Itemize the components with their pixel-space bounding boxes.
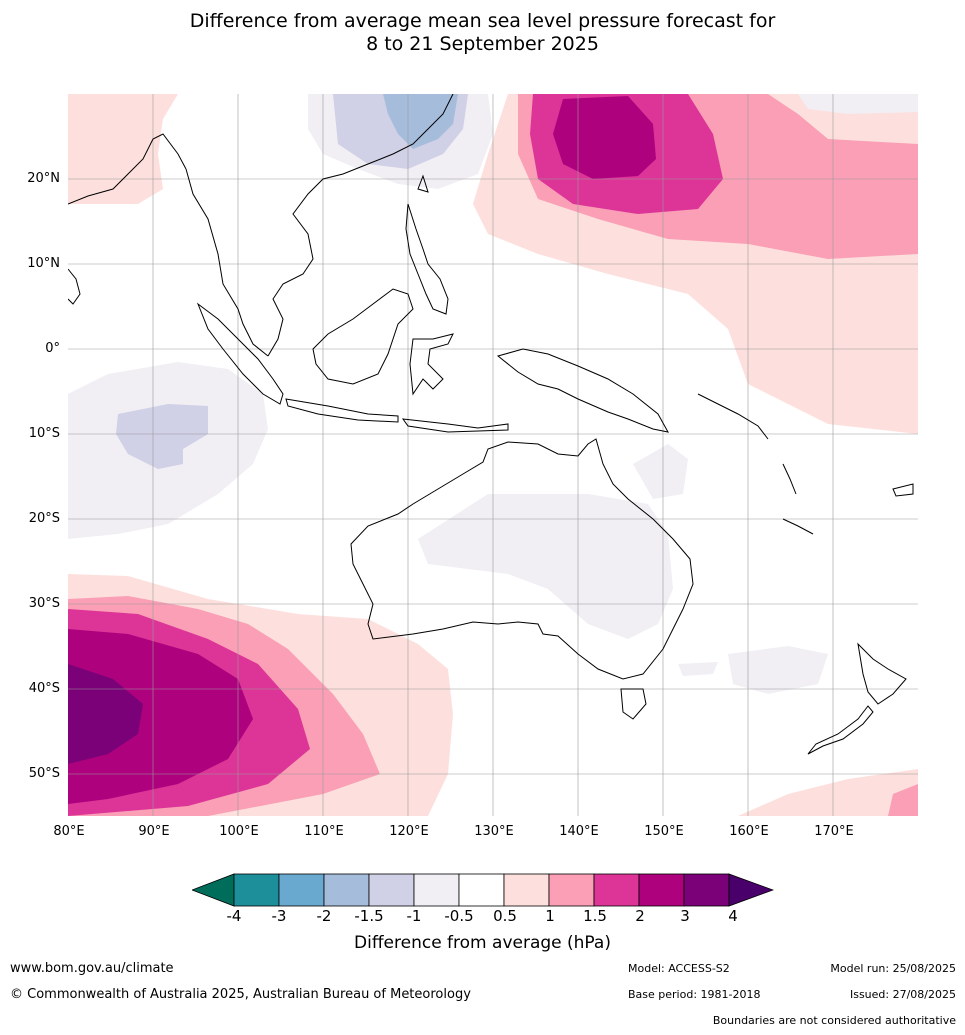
- website-link[interactable]: www.bom.gov.au/climate: [10, 961, 174, 976]
- coast-lesser-sunda: [401, 418, 509, 433]
- lat-label: 10°S: [28, 426, 60, 441]
- colorbar-tick: 2: [635, 907, 645, 925]
- lon-label: 150°E: [644, 824, 684, 839]
- lon-label: 110°E: [304, 824, 344, 839]
- coast-indochina-west: [185, 168, 269, 357]
- coast-fiji: [892, 483, 914, 497]
- model-run-text: Model run: 25/08/2025: [830, 962, 956, 975]
- lon-label: 100°E: [219, 824, 259, 839]
- colorbar-bin: [278, 873, 325, 907]
- coast-sri-lanka: [68, 268, 81, 305]
- lon-label: 120°E: [389, 824, 429, 839]
- colorbar-label: Difference from average (hPa): [354, 933, 611, 953]
- coast-indochina-east: [267, 94, 454, 357]
- lon-label: 130°E: [474, 824, 514, 839]
- colorbar-tick: 0.5: [493, 907, 517, 925]
- colorbar-tick: 1.5: [583, 907, 607, 925]
- colorbar-bin: [593, 873, 640, 907]
- colorbar-bin: [548, 873, 595, 907]
- coast-india: [68, 133, 187, 205]
- anomaly-io-purple: [116, 404, 208, 469]
- lat-label: 40°S: [28, 681, 60, 696]
- colorbar-tick: -1: [406, 907, 422, 925]
- colorbar-tick: -2: [316, 907, 332, 925]
- coast-tasmania: [620, 688, 647, 720]
- coast-australia: [350, 438, 694, 680]
- colorbar-tick: 1: [545, 907, 555, 925]
- lat-label: 20°N: [27, 171, 60, 186]
- colorbar-tick: 4: [728, 907, 738, 925]
- map-svg: [68, 94, 918, 816]
- base-period-text: Base period: 1981-2018: [628, 988, 761, 1001]
- disclaimer-text: Boundaries are not considered authoritat…: [712, 1014, 956, 1027]
- colorbar-bin: [683, 873, 730, 907]
- lon-label: 90°E: [138, 824, 170, 839]
- colorbar-bin: [368, 873, 415, 907]
- colorbar-tick: -3: [271, 907, 287, 925]
- colorbar-bin: [233, 873, 280, 907]
- coast-nz-south: [807, 705, 874, 755]
- coast-vanuatu: [782, 463, 797, 495]
- coast-nz-north: [857, 642, 907, 705]
- gridlines: [68, 94, 918, 816]
- anomaly-tasman-lavender: [728, 646, 828, 694]
- anomaly-china-blue: [383, 94, 458, 149]
- anomaly-ne-deep-magenta: [553, 96, 656, 179]
- coast-new-guinea: [496, 348, 669, 433]
- anomaly-nw-pink: [68, 94, 178, 204]
- lat-label: 0°: [45, 341, 60, 356]
- colorbar-bin: [638, 873, 685, 907]
- anomaly-sw-deep-magenta: [68, 629, 253, 804]
- coast-solomons: [697, 393, 769, 440]
- lat-label: 20°S: [28, 511, 60, 526]
- lat-label: 50°S: [28, 766, 60, 781]
- colorbar-tick: -0.5: [444, 907, 474, 925]
- chart-title: Difference from average mean sea level p…: [0, 10, 965, 56]
- colorbar-svg: [190, 873, 775, 907]
- coast-java: [285, 398, 399, 423]
- issued-text: Issued: 27/08/2025: [849, 988, 956, 1001]
- colorbar-bin: [503, 873, 550, 907]
- coast-new-caledonia: [782, 518, 814, 535]
- title-line-2: 8 to 21 September 2025: [366, 33, 599, 55]
- lon-label: 80°E: [53, 824, 85, 839]
- coast-sumatra: [196, 302, 284, 405]
- coast-philippines: [405, 203, 449, 315]
- colorbar-extend-low: [190, 873, 235, 907]
- coast-borneo: [312, 288, 414, 385]
- colorbar-tick: -1.5: [354, 907, 384, 925]
- colorbar-bin: [323, 873, 370, 907]
- colorbar-tick: 3: [680, 907, 690, 925]
- map-panel: [68, 94, 918, 816]
- anomaly-se-light-pink: [738, 769, 918, 816]
- colorbar-bin: [458, 873, 505, 907]
- colorbar-extend-high: [728, 873, 775, 907]
- anomaly-tasman-lavender-2: [678, 662, 718, 676]
- lon-label: 140°E: [559, 824, 599, 839]
- anomaly-se-pink: [888, 784, 918, 816]
- copyright-text: © Commonwealth of Australia 2025, Austra…: [10, 987, 471, 1002]
- colorbar: [190, 873, 775, 907]
- lon-label: 170°E: [814, 824, 854, 839]
- model-text: Model: ACCESS-S2: [628, 962, 730, 975]
- title-line-1: Difference from average mean sea level p…: [189, 10, 776, 32]
- anomaly-aus-lavender: [418, 494, 673, 639]
- anomaly-ne-lavender: [798, 94, 918, 114]
- colorbar-bin: [413, 873, 460, 907]
- lat-label: 30°S: [28, 596, 60, 611]
- colorbar-tick: -4: [226, 907, 242, 925]
- lon-label: 160°E: [729, 824, 769, 839]
- anomaly-coral-lavender: [633, 444, 688, 499]
- lat-label: 10°N: [27, 256, 60, 271]
- coast-taiwan: [417, 174, 429, 193]
- coastlines: [68, 94, 914, 755]
- coast-sulawesi: [409, 333, 454, 396]
